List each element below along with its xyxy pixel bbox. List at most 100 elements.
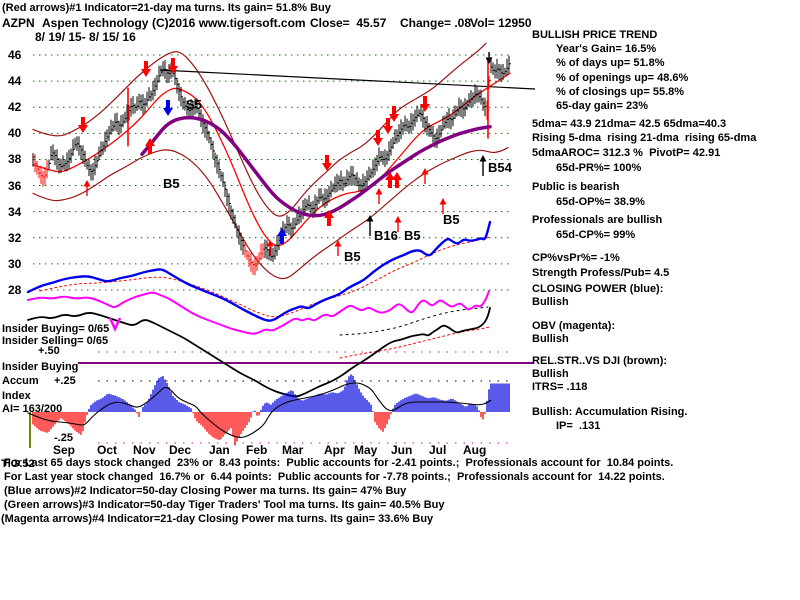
signal-arrow-up-icon [375,188,383,195]
analysis-line: CP%vsPr%= -1% [532,252,620,264]
price-tick-label: 40 [8,126,22,140]
indicator-label: +.50 [38,345,60,357]
signal-label: B5 [404,228,421,243]
copyright-text: (C)2016 www.tigersoft.com [152,16,306,30]
analysis-line: Bullish [532,333,569,345]
signal-arrow-down-icon [373,130,383,146]
signal-arrow-down-icon [168,58,178,74]
ai-smoothing-line [27,382,492,438]
price-tick-label: 36 [8,179,22,193]
company-name: Aspen Technology [42,16,149,30]
indicator-label: -.25 [54,432,73,444]
signal-label: B16 [374,228,398,243]
indicator-label: Insider Selling= 0/65 [2,335,109,347]
signal-arrow-down-icon [141,61,151,77]
month-label: Sep [53,443,76,457]
footer-line: (Blue arrows)#2 Indicator=50-day Closing… [4,485,407,497]
footer-line: (Green arrows)#3 Indicator=50-day Tiger … [4,499,445,511]
indicator1-caption: (Red arrows)#1 Indicator=21-day ma turns… [2,2,331,14]
signal-label: S5 [186,97,202,112]
closing-power-line [26,220,492,322]
month-label: Jul [429,443,447,457]
analysis-line: Strength Profess/Pub= 4.5 [532,267,670,279]
analysis-line: 65d-OP%= 38.9% [556,196,645,208]
signal-arrow-up-icon [366,215,374,222]
footer-line: For Last 65 days stock changed 23% or 8.… [4,457,674,469]
analysis-line: Bullish [532,296,569,308]
month-label: Jan [209,443,230,457]
month-label: Feb [246,443,268,457]
analysis-line: ITRS= .118 [532,381,588,393]
indicator-label: Insider Buying= 0/65 [2,323,110,335]
price-tick-label: 28 [8,283,22,297]
signal-arrow-down-icon [163,100,173,116]
signal-arrow-down-icon [322,155,332,171]
signal-arrow-down-icon [485,57,493,64]
signal-arrow-down-icon [420,96,430,112]
analysis-line: % of openings up= 48.6% [556,72,689,84]
analysis-line: 65d-PR%= 100% [556,162,642,174]
signal-arrow-up-icon [479,155,487,162]
analysis-line: Bullish: Accumulation Rising. [532,406,688,418]
month-label: Mar [282,443,304,457]
ma21-line [32,72,511,247]
signal-arrow-up-icon [324,210,334,226]
analysis-line: 65-day gain= 23% [556,100,649,112]
month-label: Dec [169,443,192,457]
month-label: Aug [463,443,487,457]
price-tick-label: 30 [8,257,22,271]
close-value: Close= 45.57 [310,16,387,30]
price-tick-label: 34 [8,205,22,219]
price-tick-label: 46 [8,48,22,62]
obv-line [27,290,490,335]
volume-value: Vol= 12950 [470,16,532,30]
signal-arrow-down-icon [78,117,88,133]
signal-arrow-up-icon [334,240,342,247]
footer-line: For Last year stock changed 16.7% or 6.4… [4,471,665,483]
upper-band-line [32,42,487,217]
signal-label: B5 [344,249,361,264]
signal-arrow-up-icon [394,216,402,223]
lower-band-line [32,147,509,280]
indicator-label: Accum [2,375,39,387]
footer-line: (Magenta arrows)#4 Indicator=21-day Clos… [1,513,434,525]
indicator-label: Insider Buying [2,361,79,373]
analysis-line: % of closings up= 55.8% [556,86,685,98]
analysis-line: IP= .131 [556,420,601,432]
analysis-line: REL.STR..VS DJI (brown): [532,355,668,367]
ma65-line [140,115,492,218]
indicator-label: Index [2,390,31,402]
analysis-line: OBV (magenta): [532,320,616,332]
change-value: Change= .08 [400,16,472,30]
indicator-label: AI= 163/200 [2,403,63,415]
month-label: Apr [324,443,345,457]
analysis-line: 5dmaAROC= 312.3 % PivotP= 42.91 [532,147,721,159]
month-label: Jun [391,443,413,457]
signal-arrow-up-icon [145,138,155,154]
obv-signal-v-icon [108,317,122,333]
month-label: Oct [97,443,118,457]
resistance-trendline [159,69,536,90]
date-range: 8/ 19/ 15- 8/ 15/ 16 [35,30,136,44]
signal-arrow-up-icon [385,172,395,188]
price-tick-label: 32 [8,231,22,245]
ticker-symbol: AZPN [2,16,35,30]
analysis-line: 5dma= 43.9 21dma= 42.5 65dma=40.3 [532,118,727,130]
price-tick-label: 44 [8,74,22,88]
analysis-line: BULLISH PRICE TREND [532,29,658,41]
price-tick-label: 42 [8,100,22,114]
price-tick-label: 38 [8,152,22,166]
month-label: Nov [133,443,156,457]
signal-arrow-up-icon [421,168,429,175]
analysis-line: Year's Gain= 16.5% [556,43,657,55]
indicator-label: +.25 [54,375,76,387]
analysis-line: Professionals are bullish [532,214,663,226]
signal-label: B5 [443,212,460,227]
analysis-line: Bullish [532,368,569,380]
signal-arrow-up-icon [392,172,402,188]
file-id-overlay: TIG.52 [1,458,35,470]
signal-label: B54 [488,160,513,175]
signal-arrow-down-icon [383,118,393,134]
